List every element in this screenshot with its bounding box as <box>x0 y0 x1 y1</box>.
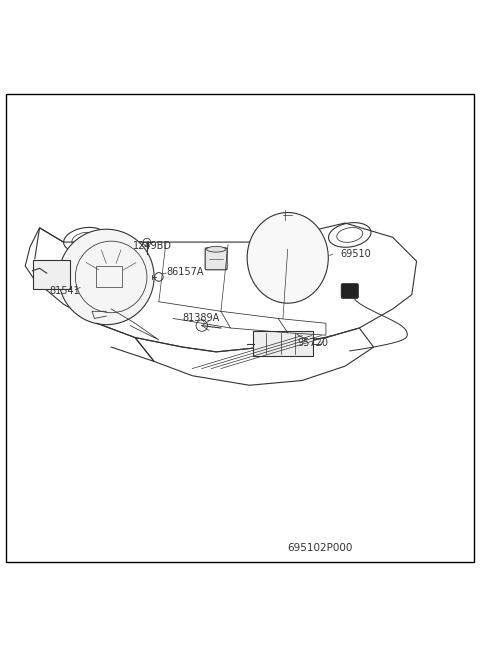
FancyBboxPatch shape <box>205 248 227 270</box>
FancyBboxPatch shape <box>34 260 70 289</box>
Ellipse shape <box>247 213 328 303</box>
Text: 81389A: 81389A <box>183 312 220 323</box>
Text: 1249BD: 1249BD <box>132 241 172 251</box>
Text: 86157A: 86157A <box>166 267 204 277</box>
Text: 695102P000: 695102P000 <box>288 543 353 554</box>
Ellipse shape <box>206 247 226 252</box>
Text: 69510: 69510 <box>340 249 371 259</box>
FancyBboxPatch shape <box>253 331 313 356</box>
Text: 81541: 81541 <box>49 286 80 296</box>
FancyBboxPatch shape <box>341 283 359 298</box>
Text: 95720: 95720 <box>297 338 328 348</box>
Circle shape <box>59 229 154 325</box>
